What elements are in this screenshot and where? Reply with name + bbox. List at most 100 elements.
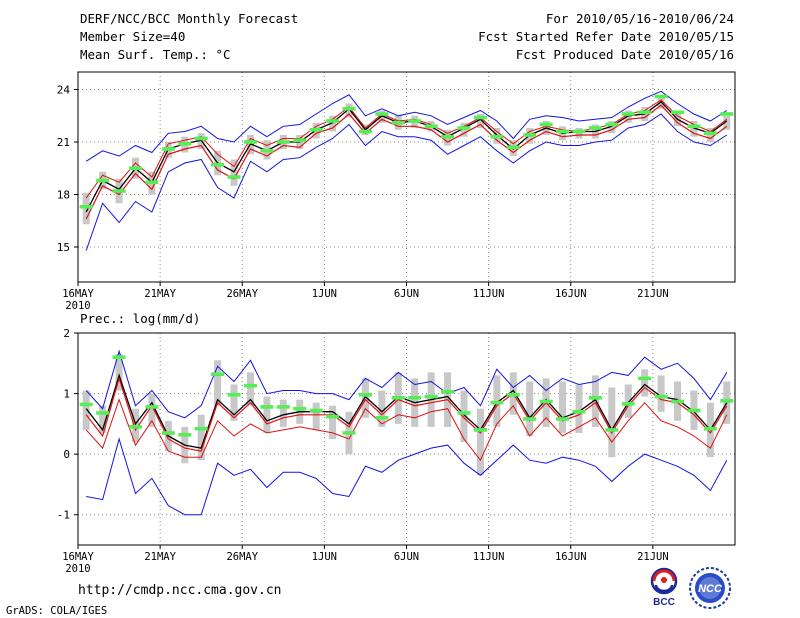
highlight-marker <box>473 428 487 432</box>
x-year-label: 2010 <box>65 563 90 575</box>
x-tick-label: 11JUN <box>473 551 505 563</box>
series-line-lower <box>85 398 728 462</box>
series-line-min <box>86 437 728 516</box>
spread-bar <box>312 402 320 430</box>
highlight-marker <box>194 136 208 141</box>
highlight-marker <box>112 189 126 193</box>
spread-bar <box>230 384 238 421</box>
highlight-marker <box>358 392 372 397</box>
y-tick-label: -1 <box>57 509 70 522</box>
forecast-produced-date-label: Fcst Produced Date 2010/05/16 <box>515 47 734 62</box>
highlight-marker <box>605 122 619 127</box>
series-line-min <box>85 113 728 251</box>
spread-bar <box>378 390 386 427</box>
highlight-marker <box>145 180 159 185</box>
variable-label: Mean Surf. Temp.: °C <box>80 47 231 62</box>
x-tick-label: 26MAY <box>226 551 258 563</box>
y-tick-label: 15 <box>57 241 70 254</box>
spread-bar <box>115 354 123 391</box>
highlight-marker <box>96 178 110 183</box>
grads-credit: GrADS: COLA/IGES <box>6 605 108 617</box>
highlight-marker <box>523 133 537 137</box>
highlight-marker <box>342 431 356 435</box>
spread-bar <box>526 381 534 436</box>
highlight-marker <box>293 406 307 411</box>
y-tick-label: 2 <box>63 327 70 340</box>
x-tick-label: 11JUN <box>473 288 505 300</box>
spread-bar <box>279 399 287 427</box>
highlight-marker <box>638 110 652 115</box>
highlight-marker <box>342 106 356 111</box>
series-line-upper <box>85 99 728 199</box>
member-size-label: Member Size=40 <box>80 29 186 44</box>
x-tick-label: 1JUN <box>312 551 337 563</box>
highlight-marker <box>556 129 570 134</box>
highlight-marker <box>326 414 340 419</box>
highlight-marker <box>654 394 668 399</box>
spread-bar <box>624 384 632 418</box>
spread-bar <box>723 381 731 424</box>
highlight-marker <box>309 408 323 413</box>
highlight-marker <box>243 140 257 144</box>
highlight-marker <box>260 405 274 409</box>
highlight-marker <box>506 392 520 397</box>
x-tick-label: 6JUN <box>394 288 419 300</box>
highlight-marker <box>506 145 520 150</box>
x-tick-label: 16JUN <box>555 288 587 300</box>
x-tick-label: 16MAY <box>62 551 94 563</box>
spread-bar <box>197 414 205 461</box>
highlight-marker <box>441 134 455 139</box>
source-url: http://cmdp.ncc.cma.gov.cn <box>78 583 282 598</box>
spread-bar <box>657 375 665 412</box>
highlight-marker <box>572 409 586 414</box>
highlight-marker <box>260 148 274 153</box>
ncc-logo: NCC <box>689 567 731 609</box>
series-line-max <box>85 349 728 419</box>
spread-bar <box>82 390 90 430</box>
spread-bar <box>476 408 484 476</box>
highlight-marker <box>638 376 652 381</box>
highlight-marker <box>128 425 142 429</box>
highlight-marker <box>178 432 192 437</box>
highlight-marker <box>621 402 635 406</box>
highlight-marker <box>161 147 175 151</box>
forecast-start-date-label: Fcst Started Refer Date 2010/05/15 <box>478 29 734 44</box>
highlight-marker <box>539 399 553 404</box>
x-tick-label: 1JUN <box>312 288 337 300</box>
x-tick-label: 16JUN <box>555 551 587 563</box>
highlight-marker <box>211 162 225 167</box>
highlight-marker <box>391 120 405 125</box>
bcc-logo-text: BCC <box>653 597 675 608</box>
highlight-marker <box>145 405 159 409</box>
precipitation-chart-panel: -1 0 1 2 16MAY 21MAY 26MAY 1JUN 6JUN 11JUN 16JUN 21… <box>57 327 736 575</box>
highlight-marker <box>457 126 471 130</box>
spread-bar <box>591 375 599 427</box>
spread-bar <box>723 115 731 130</box>
spread-bar <box>230 159 238 186</box>
highlight-marker <box>720 112 734 116</box>
highlight-marker <box>128 166 142 171</box>
highlight-marker <box>227 175 241 179</box>
spread-bar <box>608 387 616 458</box>
highlight-marker <box>96 411 110 415</box>
x-tick-label: 16MAY <box>62 288 94 300</box>
highlight-marker <box>457 411 471 415</box>
spread-bar <box>559 381 567 433</box>
x-tick-label: 26MAY <box>226 288 258 300</box>
highlight-marker <box>293 138 307 143</box>
spread-bar <box>99 405 107 433</box>
highlight-marker <box>227 392 241 397</box>
spread-bar <box>575 384 583 433</box>
y-tick-label: 18 <box>57 189 70 202</box>
x-tick-label: 6JUN <box>394 551 419 563</box>
x-tick-label: 21JUN <box>637 288 669 300</box>
spread-bar <box>214 360 222 406</box>
series-line-mean <box>85 104 728 220</box>
spread-bar <box>263 396 271 433</box>
highlight-marker <box>687 124 701 129</box>
series-line-max <box>85 90 728 162</box>
highlight-marker <box>408 396 422 400</box>
highlight-marker <box>539 122 553 127</box>
highlight-marker <box>276 405 290 409</box>
highlight-marker <box>358 129 372 134</box>
